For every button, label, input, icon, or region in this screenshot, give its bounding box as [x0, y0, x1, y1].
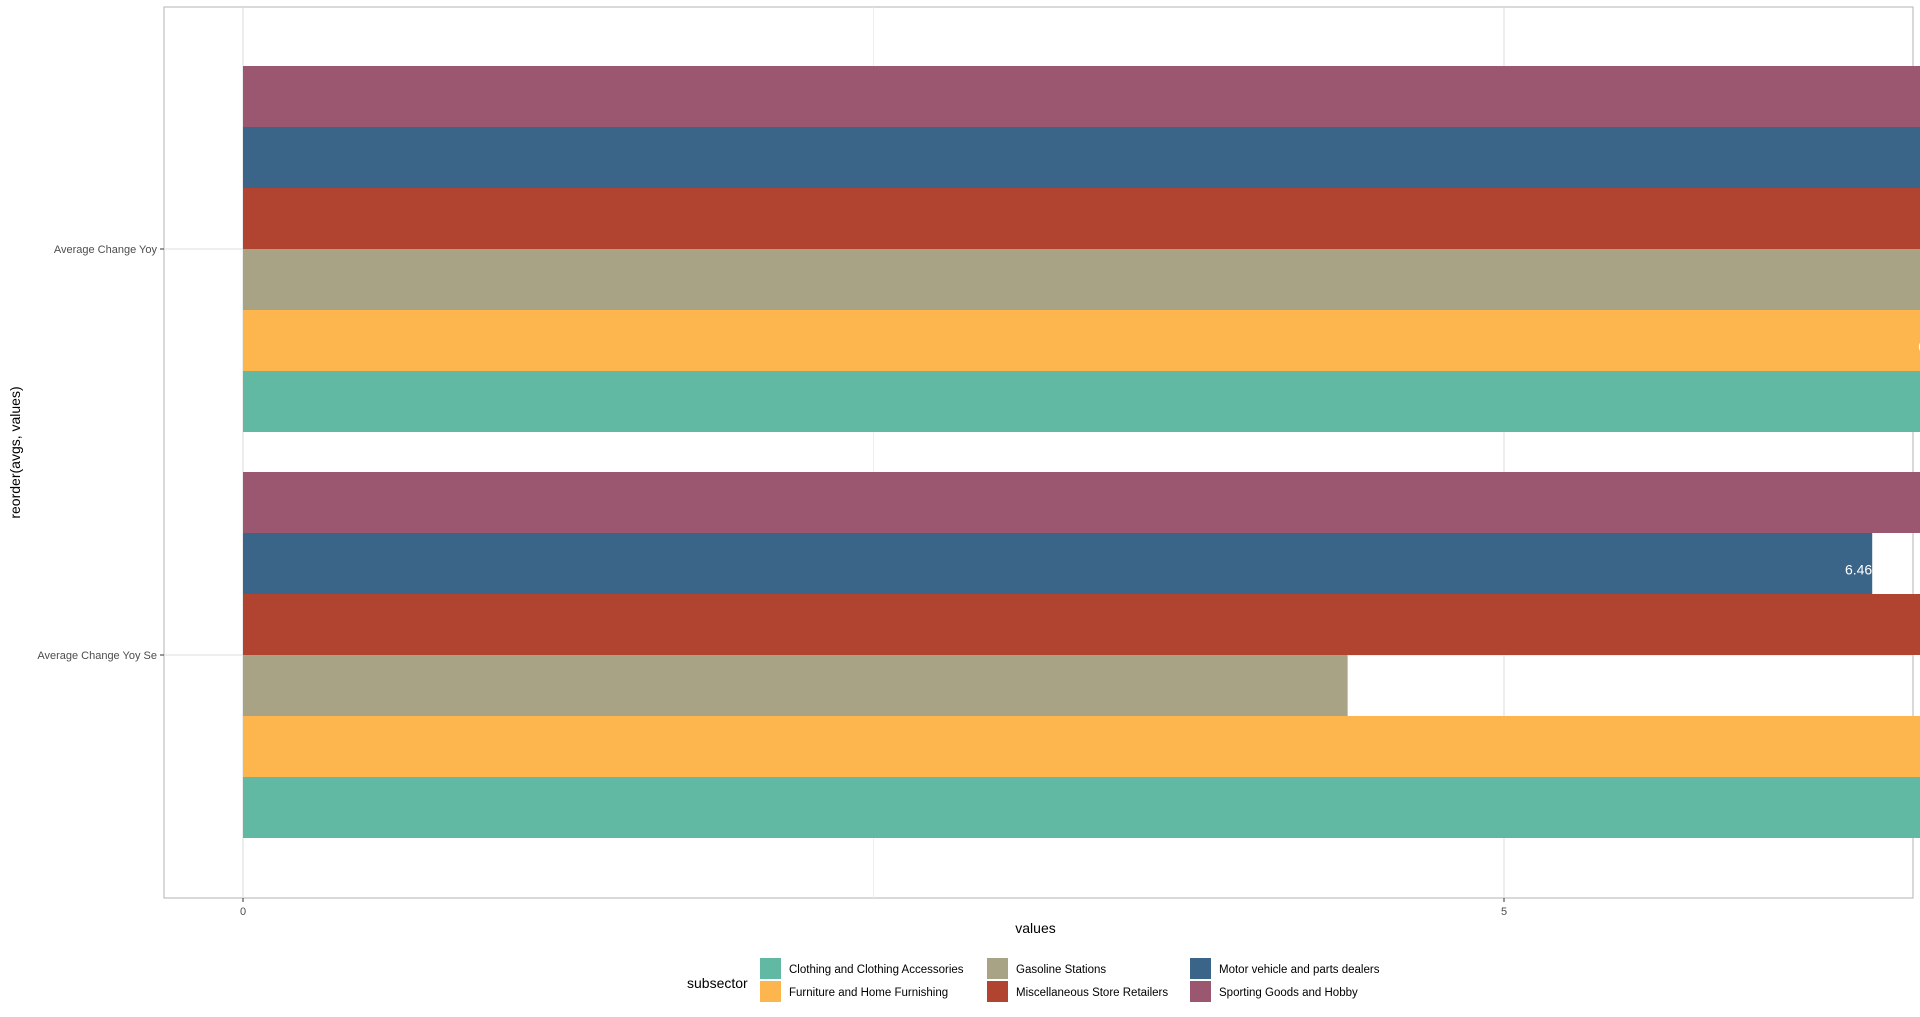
legend-label: Miscellaneous Store Retailers	[1016, 987, 1168, 999]
bar	[243, 533, 1873, 594]
data-labels: 7.218.347.386.4610.117.366.7510.9212.628…	[1845, 339, 1920, 578]
bar	[243, 310, 1920, 371]
bar	[243, 472, 1920, 533]
x-tick-label: 5	[1501, 906, 1507, 918]
legend-title: subsector	[687, 975, 748, 991]
x-axis-title: values	[1015, 920, 1055, 936]
legend-label: Gasoline Stations	[1016, 964, 1106, 976]
bar	[243, 66, 1920, 127]
legend-key	[760, 981, 781, 1002]
bar	[243, 188, 1920, 249]
legend-key	[760, 958, 781, 979]
x-tick-label: 0	[240, 906, 246, 918]
legend-label: Motor vehicle and parts dealers	[1219, 964, 1380, 976]
y-axis-title: reorder(avgs, values)	[7, 386, 23, 518]
y-tick-label: Average Change Yoy	[54, 244, 158, 256]
legend-key	[987, 981, 1008, 1002]
legend-label: Sporting Goods and Hobby	[1219, 987, 1358, 999]
legend: subsector Clothing and Clothing Accessor…	[687, 958, 1380, 1002]
bar	[243, 716, 1920, 777]
bar	[243, 594, 1920, 655]
legend-label: Furniture and Home Furnishing	[789, 987, 948, 999]
bars	[243, 66, 1920, 838]
data-label: 6.46	[1845, 562, 1872, 578]
legend-label: Clothing and Clothing Accessories	[789, 964, 964, 976]
bar	[243, 655, 1348, 716]
legend-key	[987, 958, 1008, 979]
legend-key	[1190, 981, 1211, 1002]
bar	[243, 371, 1920, 432]
bar	[243, 127, 1920, 188]
bar	[243, 777, 1920, 838]
y-tick-label: Average Change Yoy Se	[37, 650, 157, 662]
bar	[243, 249, 1920, 310]
data-label: 6.75	[1918, 339, 1920, 355]
legend-key	[1190, 958, 1211, 979]
